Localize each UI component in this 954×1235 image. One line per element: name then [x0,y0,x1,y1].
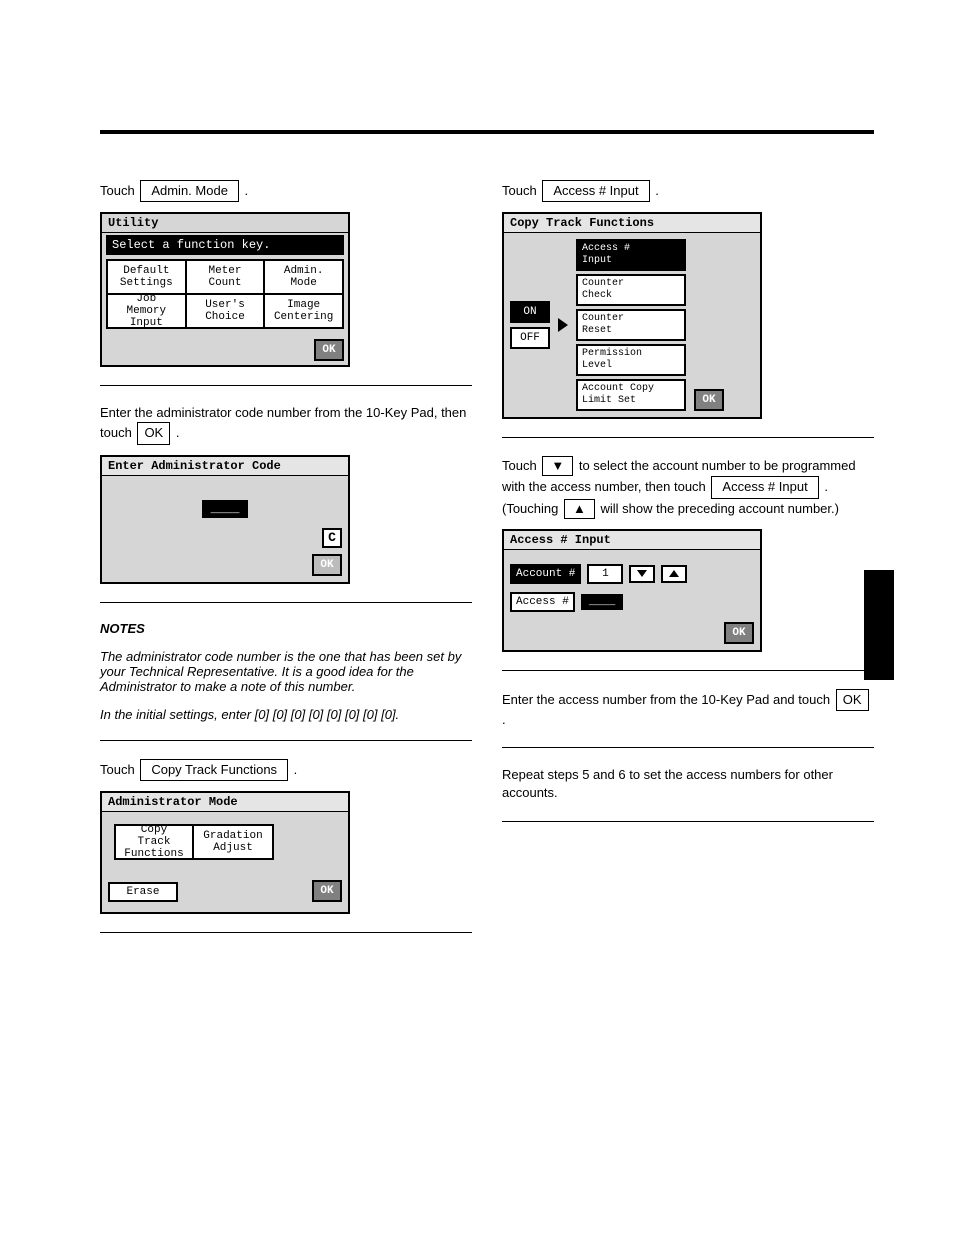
step-4-suffix: . [655,183,659,198]
enter-code-dialog: Enter Administrator Code ____ C OK [100,455,350,584]
image-centering-button[interactable]: Image Centering [264,294,343,328]
step-3-prefix: Touch [100,762,135,777]
divider [502,437,874,438]
step-2-line-a: Enter the administrator code number from [100,405,341,420]
step-1-text: Touch Admin. Mode . [100,180,472,202]
enter-code-title: Enter Administrator Code [102,457,348,476]
copy-track-ok-button[interactable]: OK [694,389,724,411]
chevron-up-icon [669,570,679,577]
account-down-button[interactable] [629,565,655,583]
copy-track-title: Copy Track Functions [504,214,760,233]
step-5-up-box: ▲ [564,499,595,519]
left-column: Touch Admin. Mode . Utility Select a fun… [100,174,472,951]
access-number-field[interactable]: ____ [581,594,623,610]
divider [502,821,874,822]
enter-code-ok-button[interactable]: OK [312,554,342,576]
divider [502,670,874,671]
step-1-prefix: Touch [100,183,135,198]
admin-code-field[interactable]: ____ [202,500,248,518]
note-2: In the initial settings, enter [0] [0] [… [100,707,472,722]
step-6-text: Enter the access number from the 10-Key … [502,689,874,729]
utility-subtitle: Select a function key. [106,235,344,255]
off-button[interactable]: OFF [510,327,550,349]
access-input-button[interactable]: Access # Input [576,239,686,271]
erase-button[interactable]: Erase [108,882,178,902]
step-5-d: will show the preceding account number.) [601,501,839,516]
users-choice-button[interactable]: User's Choice [186,294,265,328]
step-6-body: Enter the access number from the 10-Key … [502,692,830,707]
two-column-layout: Touch Admin. Mode . Utility Select a fun… [100,174,874,951]
step-6-ok-box: OK [836,689,869,711]
access-number-label: Access # [510,592,575,612]
step-4-text: Touch Access # Input . [502,180,874,202]
divider [100,602,472,603]
step-4-prefix: Touch [502,183,537,198]
utility-ok-button[interactable]: OK [314,339,344,361]
notes-heading: NOTES [100,621,472,636]
copy-track-functions-button[interactable]: Copy Track Functions [114,824,194,860]
account-number-label: Account # [510,564,581,584]
step-2-text: Enter the administrator code number from… [100,404,472,444]
divider [502,747,874,748]
step-2-suffix: . [176,425,180,440]
counter-check-button[interactable]: Counter Check [576,274,686,306]
step-3-box: Copy Track Functions [140,759,288,781]
step-2-ok-box: OK [137,422,170,444]
step-3-suffix: . [294,762,298,777]
copy-track-dialog: Copy Track Functions ON OFF Access # Inp… [502,212,762,419]
step-5-account-box: Access # Input [711,476,818,498]
clear-button[interactable]: C [322,528,342,548]
right-column: Touch Access # Input . Copy Track Functi… [502,174,874,951]
utility-dialog: Utility Select a function key. Default S… [100,212,350,367]
meter-count-button[interactable]: Meter Count [186,260,265,294]
arrow-right-icon [558,318,568,332]
step-1-suffix: . [245,183,249,198]
top-rule [100,130,874,134]
chevron-down-icon [637,570,647,577]
step-5-a: Touch [502,458,537,473]
access-input-ok-button[interactable]: OK [724,622,754,644]
account-up-button[interactable] [661,565,687,583]
utility-title: Utility [102,214,348,233]
divider [100,740,472,741]
counter-reset-button[interactable]: Counter Reset [576,309,686,341]
job-memory-input-button[interactable]: Job Memory Input [107,294,186,328]
side-tab [864,570,894,680]
divider [100,385,472,386]
utility-button-grid: Default Settings Meter Count Admin. Mode… [106,259,344,329]
function-list: Access # Input Counter Check Counter Res… [576,239,686,411]
step-6-suffix: . [502,712,506,727]
step-5-text: Touch ▼ to select the account number to … [502,456,874,519]
page: Touch Admin. Mode . Utility Select a fun… [0,0,954,991]
admin-mode-button[interactable]: Admin. Mode [264,260,343,294]
access-input-dialog: Access # Input Account # 1 Access # ____… [502,529,762,652]
gradation-adjust-button[interactable]: Gradation Adjust [194,824,274,860]
step-5-down-box: ▼ [542,456,573,476]
step-4-box: Access # Input [542,180,649,202]
admin-mode-ok-button[interactable]: OK [312,880,342,902]
default-settings-button[interactable]: Default Settings [107,260,186,294]
step-3-text: Touch Copy Track Functions . [100,759,472,781]
admin-mode-dialog: Administrator Mode Copy Track Functions … [100,791,350,914]
admin-mode-title: Administrator Mode [102,793,348,812]
on-button[interactable]: ON [510,301,550,323]
permission-level-button[interactable]: Permission Level [576,344,686,376]
account-copy-limit-button[interactable]: Account Copy Limit Set [576,379,686,411]
account-number-value: 1 [587,564,623,584]
divider [100,932,472,933]
step-7-text: Repeat steps 5 and 6 to set the access n… [502,766,874,802]
note-1: The administrator code number is the one… [100,649,472,694]
access-input-title: Access # Input [504,531,760,550]
step-1-box: Admin. Mode [140,180,239,202]
